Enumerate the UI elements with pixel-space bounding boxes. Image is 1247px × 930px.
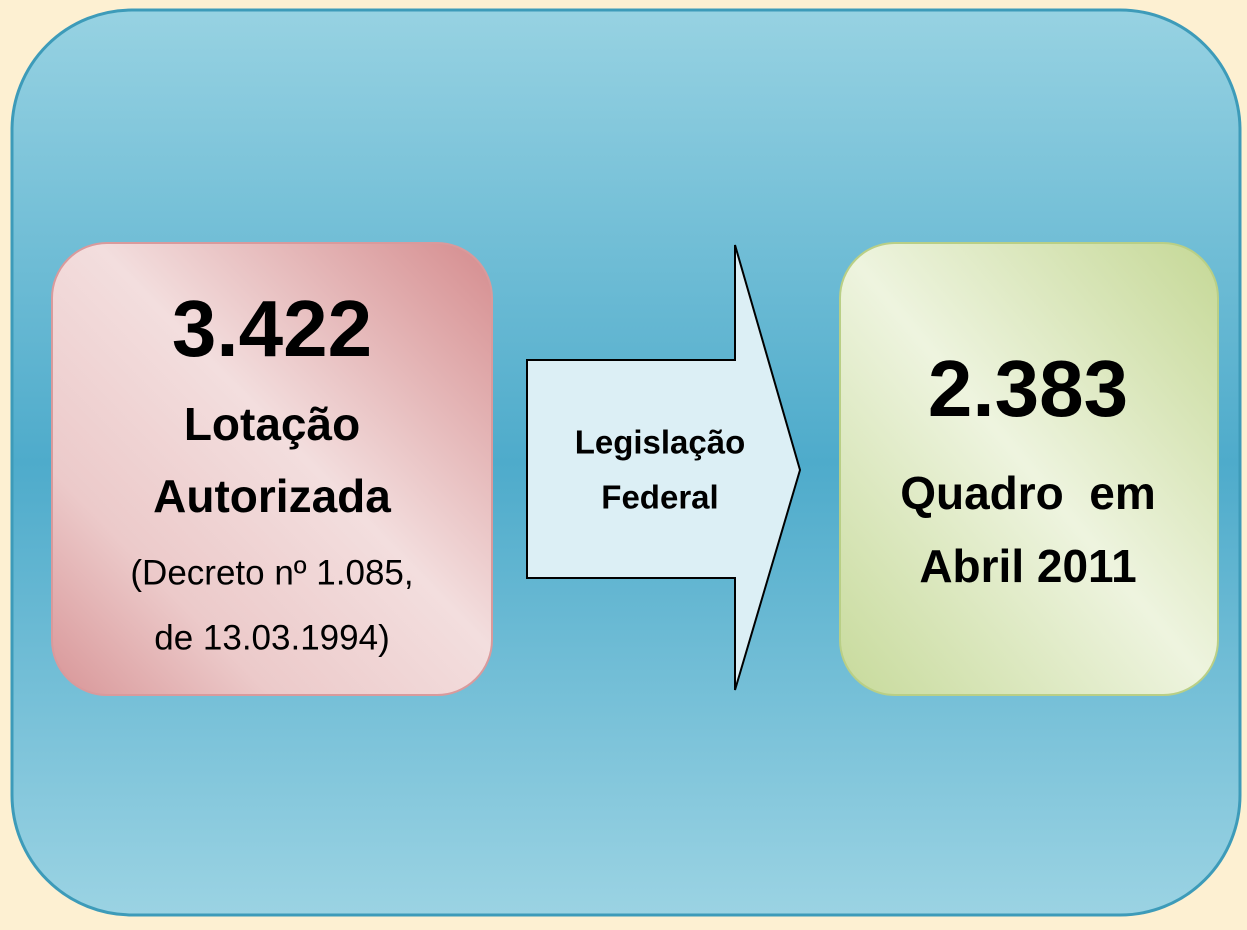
right-label: Abril 2011 [919,540,1136,592]
arrow [526,244,802,691]
right-label: Quadro em [900,467,1156,519]
left-value: 3.422 [172,284,372,373]
arrow-label: Federal [601,479,718,516]
left-note: de 13.03.1994) [154,618,389,657]
right-value: 2.383 [928,344,1128,433]
left-box [51,242,493,696]
left-note: (Decreto nº 1.085, [130,553,413,592]
arrow-label: Legislação [575,424,746,461]
right-box [839,242,1219,696]
left-label: Autorizada [153,470,391,522]
left-label: Lotação [184,398,360,450]
